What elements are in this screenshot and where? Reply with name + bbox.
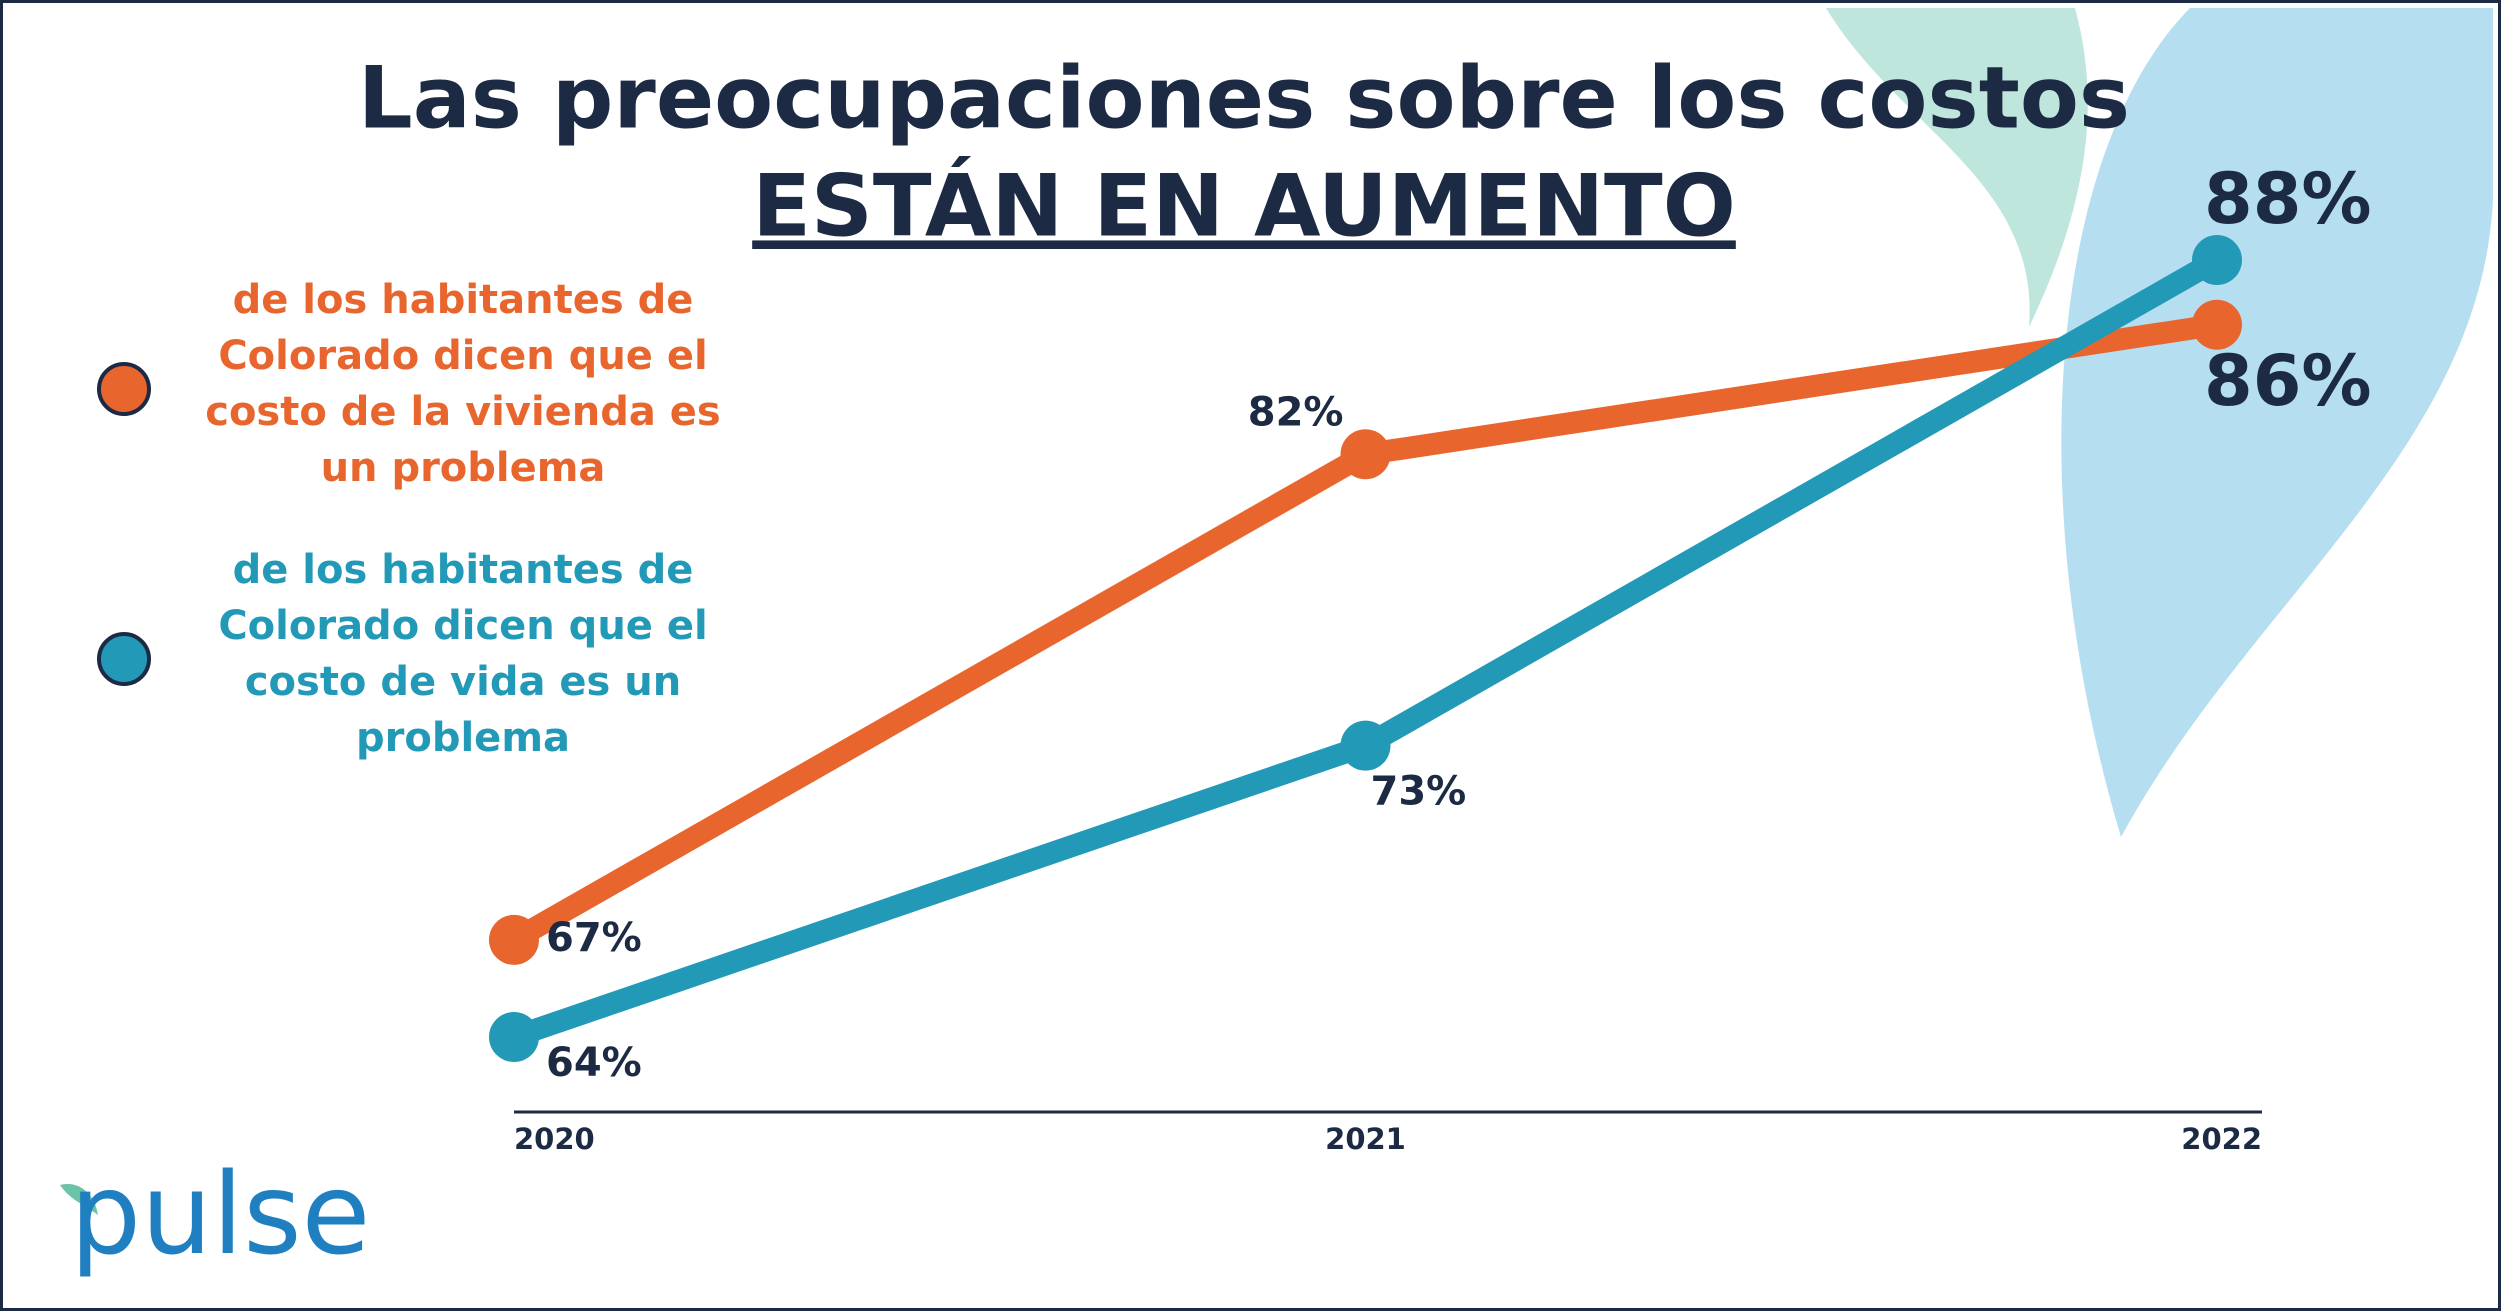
chart-title: Las preocupaciones sobre los costos [358,48,2130,148]
logo: pulse [70,1150,370,1280]
legend-marker [97,362,151,416]
logo-leaf [60,1184,98,1215]
data-label: 67% [546,915,642,961]
decor-leaf [1826,8,2088,327]
data-label: 82% [1248,389,1344,435]
data-point [489,1012,539,1062]
legend-label: de los habitantes de Colorado dicen que … [218,547,708,761]
x-tick-label: 2022 [2181,1122,2262,1156]
data-label: 86% [2204,340,2372,422]
x-tick-label: 2021 [1325,1122,1406,1156]
chart-subtitle: ESTÁN EN AUMENTO [752,156,1736,256]
data-label: 88% [2204,158,2372,240]
data-point [2192,299,2242,350]
legend-label: de los habitantes de Colorado dicen que … [205,277,721,491]
data-point [2192,235,2242,285]
data-label: 64% [546,1040,642,1086]
series-line [510,250,2223,1048]
data-point [489,914,539,965]
x-tick-label: 2020 [514,1122,595,1156]
data-point [1340,720,1391,771]
legend-marker [97,632,151,686]
data-label: 73% [1371,769,1467,815]
data-point [1340,429,1391,480]
decor-leaf [2061,8,2493,837]
